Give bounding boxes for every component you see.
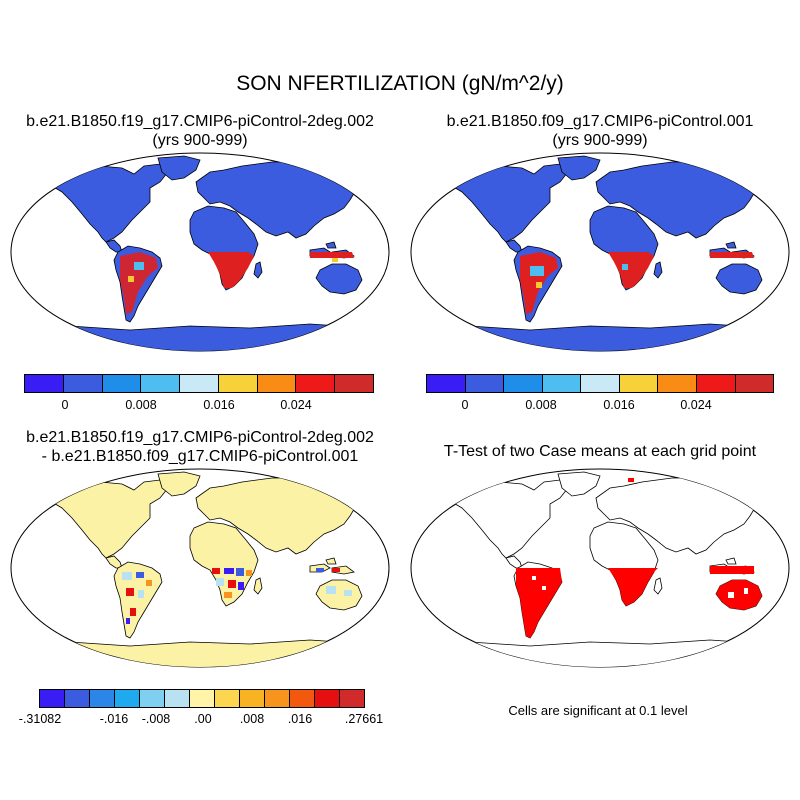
colorbar-box: [190, 690, 215, 707]
colorbar-box: [115, 690, 140, 707]
panel-1-title-line1: b.e21.B1850.f19_g17.CMIP6-piControl-2deg…: [26, 113, 374, 130]
colorbar-box: [735, 375, 774, 392]
panel-2-title: b.e21.B1850.f09_g17.CMIP6-piControl.001 …: [400, 112, 800, 150]
colorbar-top-left-tick: 0.008: [125, 398, 157, 412]
colorbar-diff-tick: .016: [287, 712, 313, 726]
colorbar-diff: [39, 689, 365, 708]
panel-1-title-line2: (yrs 900-999): [152, 132, 248, 149]
colorbar-box: [265, 690, 290, 707]
south-america-high: [120, 252, 158, 314]
panel-4-title-line1: T-Test of two Case means at each grid po…: [443, 443, 757, 460]
colorbar-box: [141, 375, 181, 392]
colorbar-diff-tick: .008: [239, 712, 265, 726]
main-title: SON NFERTILIZATION (gN/m^2/y): [236, 72, 564, 95]
panel-3-map: [10, 468, 390, 668]
significant-australia: [716, 580, 762, 610]
colorbar-box: [335, 375, 374, 392]
colorbar-box: [140, 690, 165, 707]
colorbar-top-right-tick: 0.024: [680, 398, 712, 412]
panel-2-title-line2: (yrs 900-999): [552, 132, 648, 149]
significant-south-america: [516, 568, 562, 638]
colorbar-box: [340, 690, 364, 707]
colorbar-box: [290, 690, 315, 707]
colorbar-top-right-tick: 0.008: [525, 398, 557, 412]
colorbar-box: [504, 375, 543, 392]
africa-high: [208, 252, 254, 288]
colorbar-top-left: [24, 374, 374, 393]
colorbar-top-left-tick: 0.016: [203, 398, 235, 412]
colorbar-box: [215, 690, 240, 707]
panel-2-title-line1: b.e21.B1850.f09_g17.CMIP6-piControl.001: [446, 113, 754, 130]
panel-3-title: b.e21.B1850.f19_g17.CMIP6-piControl-2deg…: [0, 428, 400, 466]
colorbar-box: [619, 375, 659, 392]
panel-4-title: T-Test of two Case means at each grid po…: [400, 442, 800, 461]
colorbar-top-right: [426, 374, 774, 393]
significance-note: Cells are significant at 0.1 level: [508, 703, 688, 718]
colorbar-box: [165, 690, 190, 707]
colorbar-top-right-tick: 0: [461, 398, 469, 412]
panel-2-map: [410, 152, 790, 352]
colorbar-box: [658, 375, 697, 392]
colorbar-box: [40, 690, 65, 707]
colorbar-top-left-tick: 0.024: [280, 398, 312, 412]
colorbar-box: [63, 375, 103, 392]
colorbar-box: [581, 375, 620, 392]
colorbar-box: [102, 375, 142, 392]
colorbar-diff-tick: -.008: [141, 712, 171, 726]
colorbar-diff-tick: -.016: [99, 712, 129, 726]
colorbar-box: [696, 375, 736, 392]
colorbar-box: [257, 375, 297, 392]
colorbar-box: [180, 375, 219, 392]
panel-4-map: [410, 468, 790, 668]
colorbar-box: [240, 690, 265, 707]
colorbar-box: [427, 375, 466, 392]
colorbar-top-left-tick: 0: [61, 398, 69, 412]
colorbar-box: [25, 375, 64, 392]
significant-africa: [608, 568, 658, 606]
colorbar-top-right-tick: 0.016: [603, 398, 635, 412]
colorbar-diff-tick: .00: [194, 712, 212, 726]
panel-1-map: [10, 152, 390, 352]
colorbar-box: [65, 690, 90, 707]
panel-1-title: b.e21.B1850.f19_g17.CMIP6-piControl-2deg…: [0, 112, 400, 150]
colorbar-diff-tick: -.31082: [18, 712, 62, 726]
panel-3-title-line2: - b.e21.B1850.f09_g17.CMIP6-piControl.00…: [41, 448, 359, 465]
colorbar-box: [315, 690, 340, 707]
panel-3-title-line1: b.e21.B1850.f19_g17.CMIP6-piControl-2deg…: [26, 429, 374, 446]
colorbar-box: [296, 375, 336, 392]
colorbar-box: [465, 375, 505, 392]
colorbar-box: [542, 375, 582, 392]
colorbar-box: [218, 375, 258, 392]
colorbar-diff-tick: .27661: [344, 712, 384, 726]
colorbar-box: [90, 690, 115, 707]
